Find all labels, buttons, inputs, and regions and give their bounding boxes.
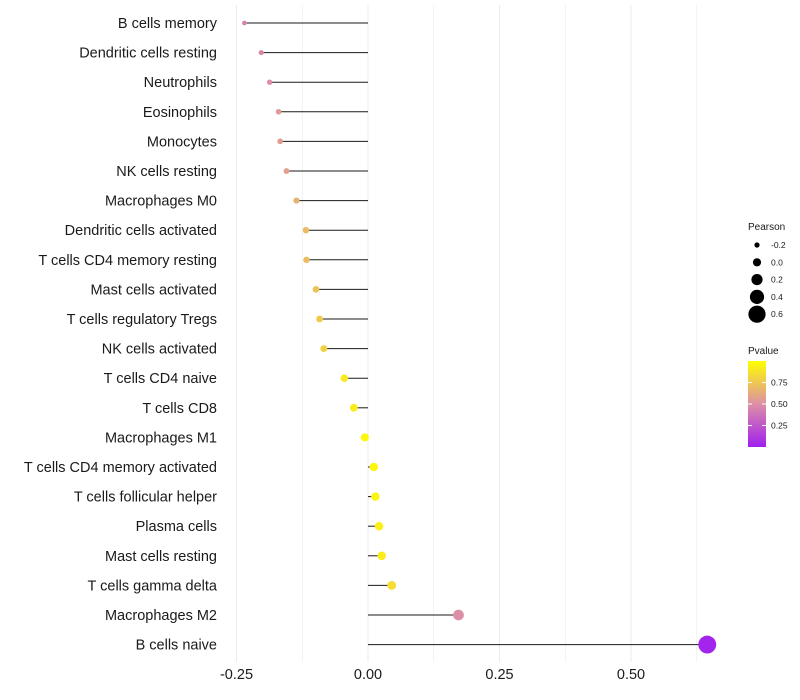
category-label: Mast cells activated bbox=[90, 282, 217, 298]
category-label: T cells follicular helper bbox=[74, 490, 217, 506]
grid-lines bbox=[236, 5, 698, 662]
lollipop-point bbox=[377, 551, 386, 561]
lollipop-point bbox=[453, 609, 464, 621]
lollipop-point bbox=[242, 20, 247, 26]
lollipop-point bbox=[320, 345, 328, 353]
lollipop-point bbox=[312, 286, 320, 293]
pearson-legend-label: 0.0 bbox=[771, 257, 783, 267]
category-label: T cells gamma delta bbox=[88, 578, 218, 594]
pearson-legend-label: 0.2 bbox=[771, 275, 783, 285]
category-label: Dendritic cells activated bbox=[65, 223, 217, 239]
category-label: Neutrophils bbox=[144, 75, 217, 91]
pearson-legend-key bbox=[748, 305, 766, 323]
pearson-legend-key bbox=[754, 242, 760, 248]
category-label: Monocytes bbox=[147, 134, 217, 150]
category-label: Macrophages M1 bbox=[105, 430, 217, 446]
category-label: Mast cells resting bbox=[105, 549, 217, 565]
pearson-legend-key bbox=[752, 258, 762, 267]
category-labels: B cells memory Dendritic cells resting Neu… bbox=[24, 16, 218, 654]
category-label: T cells regulatory Tregs bbox=[67, 312, 217, 328]
lollipop-point bbox=[387, 580, 397, 590]
pearson-legend-label: 0.4 bbox=[771, 292, 783, 302]
lollipop-point bbox=[371, 492, 380, 501]
pvalue-legend-label: 0.50 bbox=[771, 399, 788, 409]
lollipop-point bbox=[369, 462, 378, 472]
x-tick-label: 0.25 bbox=[485, 667, 513, 683]
pvalue-legend-title: Pvalue bbox=[748, 346, 779, 357]
x-tick-label: 0.50 bbox=[617, 667, 645, 683]
pvalue-colorbar bbox=[748, 361, 766, 447]
pearson-legend-label: -0.2 bbox=[771, 240, 786, 250]
lollipop-point bbox=[374, 521, 384, 531]
category-label: B cells naive bbox=[136, 638, 217, 654]
category-label: T cells CD4 memory activated bbox=[24, 460, 217, 476]
x-tick-label: 0.00 bbox=[354, 667, 382, 683]
pearson-legend-key bbox=[749, 289, 765, 304]
category-label: NK cells resting bbox=[116, 164, 217, 180]
x-axis-tick-labels: -0.25 0.00 0.25 0.50 bbox=[220, 667, 645, 683]
category-label: Macrophages M0 bbox=[105, 194, 217, 210]
lollipop-points bbox=[242, 20, 717, 654]
pearson-legend-title: Pearson bbox=[748, 222, 785, 233]
lollipop-point bbox=[349, 403, 358, 412]
category-label: B cells memory bbox=[118, 16, 218, 32]
category-label: Macrophages M2 bbox=[105, 608, 217, 624]
category-label: T cells CD4 naive bbox=[104, 371, 217, 387]
lollipop-point bbox=[266, 79, 273, 85]
pvalue-legend-label: 0.75 bbox=[771, 378, 788, 388]
lollipop-point bbox=[360, 433, 369, 442]
category-label: NK cells activated bbox=[102, 342, 217, 358]
pearson-size-legend: Pearson -0.2 0.0 0.2 0.4 0.6 bbox=[748, 222, 786, 323]
lollipop-segments bbox=[244, 22, 708, 646]
pvalue-color-legend: Pvalue 0.25 0.50 0.75 bbox=[748, 346, 788, 447]
lollipop-point bbox=[303, 256, 310, 264]
category-label: T cells CD4 memory resting bbox=[38, 253, 217, 269]
category-label: T cells CD8 bbox=[142, 401, 217, 417]
lollipop-point bbox=[283, 168, 290, 174]
pvalue-legend-label: 0.25 bbox=[771, 421, 788, 431]
lollipop-point bbox=[275, 108, 282, 115]
category-label: Plasma cells bbox=[136, 519, 217, 535]
lollipop-point bbox=[293, 197, 300, 204]
lollipop-point bbox=[258, 50, 264, 56]
lollipop-point bbox=[698, 635, 717, 654]
category-label: Dendritic cells resting bbox=[79, 46, 217, 62]
pearson-legend-key bbox=[751, 274, 763, 286]
lollipop-point bbox=[340, 374, 349, 382]
lollipop-point bbox=[302, 226, 310, 234]
x-tick-label: -0.25 bbox=[220, 667, 253, 683]
lollipop-point bbox=[277, 138, 284, 145]
lollipop-point bbox=[316, 315, 324, 323]
category-label: Eosinophils bbox=[143, 105, 217, 121]
pearson-legend-label: 0.6 bbox=[771, 309, 783, 319]
